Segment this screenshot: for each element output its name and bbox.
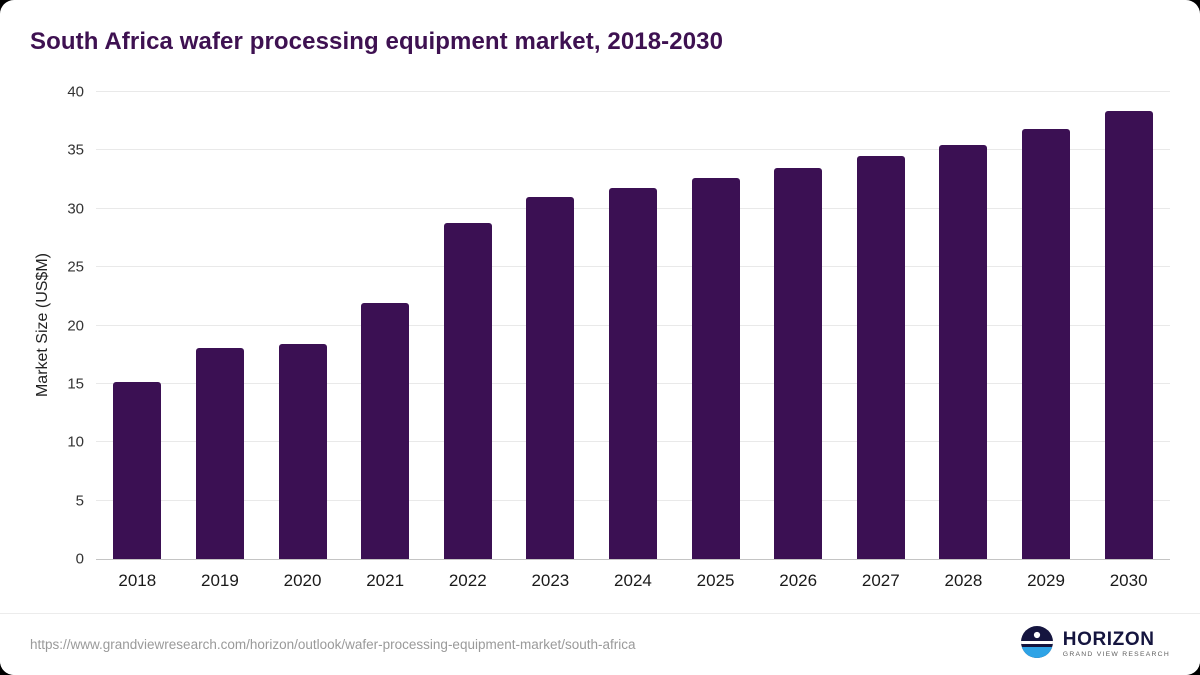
bar-2021[interactable] (361, 303, 410, 559)
gridline (96, 91, 1170, 92)
bar-2029[interactable] (1022, 129, 1070, 559)
gridline (96, 149, 1170, 151)
y-tick-label: 30 (67, 200, 84, 218)
x-tick-label: 2019 (201, 571, 239, 590)
horizon-logo: HORIZON GRAND VIEW RESEARCH (1019, 624, 1170, 665)
y-tick-label: 0 (75, 550, 84, 568)
y-tick-label: 20 (67, 317, 84, 334)
logo-subtitle: GRAND VIEW RESEARCH (1062, 651, 1170, 659)
x-tick-label: 2029 (1027, 571, 1065, 590)
y-tick-label: 40 (67, 83, 84, 101)
bar-slot (674, 92, 757, 559)
chart-area: Market Size (US$M) 0 5 10 15 20 25 30 35 40 2018… (30, 84, 1170, 591)
bar-2027[interactable] (856, 156, 905, 559)
bar-2026[interactable] (774, 167, 823, 559)
bar-slot (1005, 92, 1088, 559)
x-tick-label: 2028 (944, 571, 983, 590)
logo-title: HORIZON (1062, 629, 1155, 651)
bar-slot (1087, 92, 1170, 559)
bar-2030[interactable] (1104, 110, 1153, 559)
bar-2028[interactable] (939, 144, 988, 559)
chart-title: South Africa wafer processing equipment … (30, 28, 724, 55)
plot-column: 0 5 10 15 20 25 30 35 40 2018 2019 2020 2021 2022 202… (56, 84, 1170, 591)
horizon-logo-icon (1019, 624, 1055, 665)
y-tick-label: 10 (67, 433, 84, 451)
bar-slot (757, 92, 840, 559)
footer: https://www.grandviewresearch.com/horizo… (0, 613, 1200, 675)
plot-area: 0 5 10 15 20 25 30 35 40 (67, 84, 1170, 568)
bar-slot (96, 92, 179, 559)
x-tick-label: 2020 (283, 571, 322, 590)
bar-slot (344, 92, 427, 559)
bar-2024[interactable] (608, 187, 657, 559)
y-tick-label: 15 (67, 375, 84, 393)
bar-slot (426, 92, 509, 559)
x-axis-ticks: 2018 2019 2020 2021 2022 2023 2024 2025 2026 2027… (96, 571, 1170, 591)
bar-2020[interactable] (278, 344, 327, 559)
x-tick-label: 2021 (366, 571, 405, 590)
bar-2025[interactable] (691, 178, 740, 559)
bar-2022[interactable] (443, 222, 492, 559)
y-tick-label: 25 (67, 258, 84, 276)
bar-2023[interactable] (526, 197, 575, 559)
y-axis-label: Market Size (US$M) (34, 253, 51, 398)
logo-text: HORIZON GRAND VIEW RESEARCH (1063, 630, 1170, 659)
x-tick-label: 2024 (614, 571, 652, 590)
x-tick-label: 2025 (696, 571, 735, 590)
source-url: https://www.grandviewresearch.com/horizo… (30, 637, 636, 652)
y-axis-label-column: Market Size (US$M) (30, 92, 56, 559)
x-tick-label: 2027 (861, 571, 900, 590)
x-tick-label: 2018 (118, 571, 157, 590)
y-tick-label: 5 (75, 492, 84, 510)
x-tick-label: 2022 (448, 571, 487, 590)
x-tick-label: 2030 (1109, 571, 1148, 590)
bar-slot (261, 92, 344, 559)
bar-slot (592, 92, 675, 559)
bar-slot (839, 92, 922, 559)
bar-2018[interactable] (113, 381, 162, 559)
bar-slot (922, 92, 1005, 559)
bar-2019[interactable] (195, 347, 244, 559)
bar-slot (179, 92, 262, 559)
x-tick-label: 2026 (779, 571, 818, 590)
x-tick-label: 2023 (531, 571, 570, 590)
bar-slot (509, 92, 592, 559)
y-tick-label: 35 (67, 141, 84, 159)
bar-series (96, 92, 1170, 559)
